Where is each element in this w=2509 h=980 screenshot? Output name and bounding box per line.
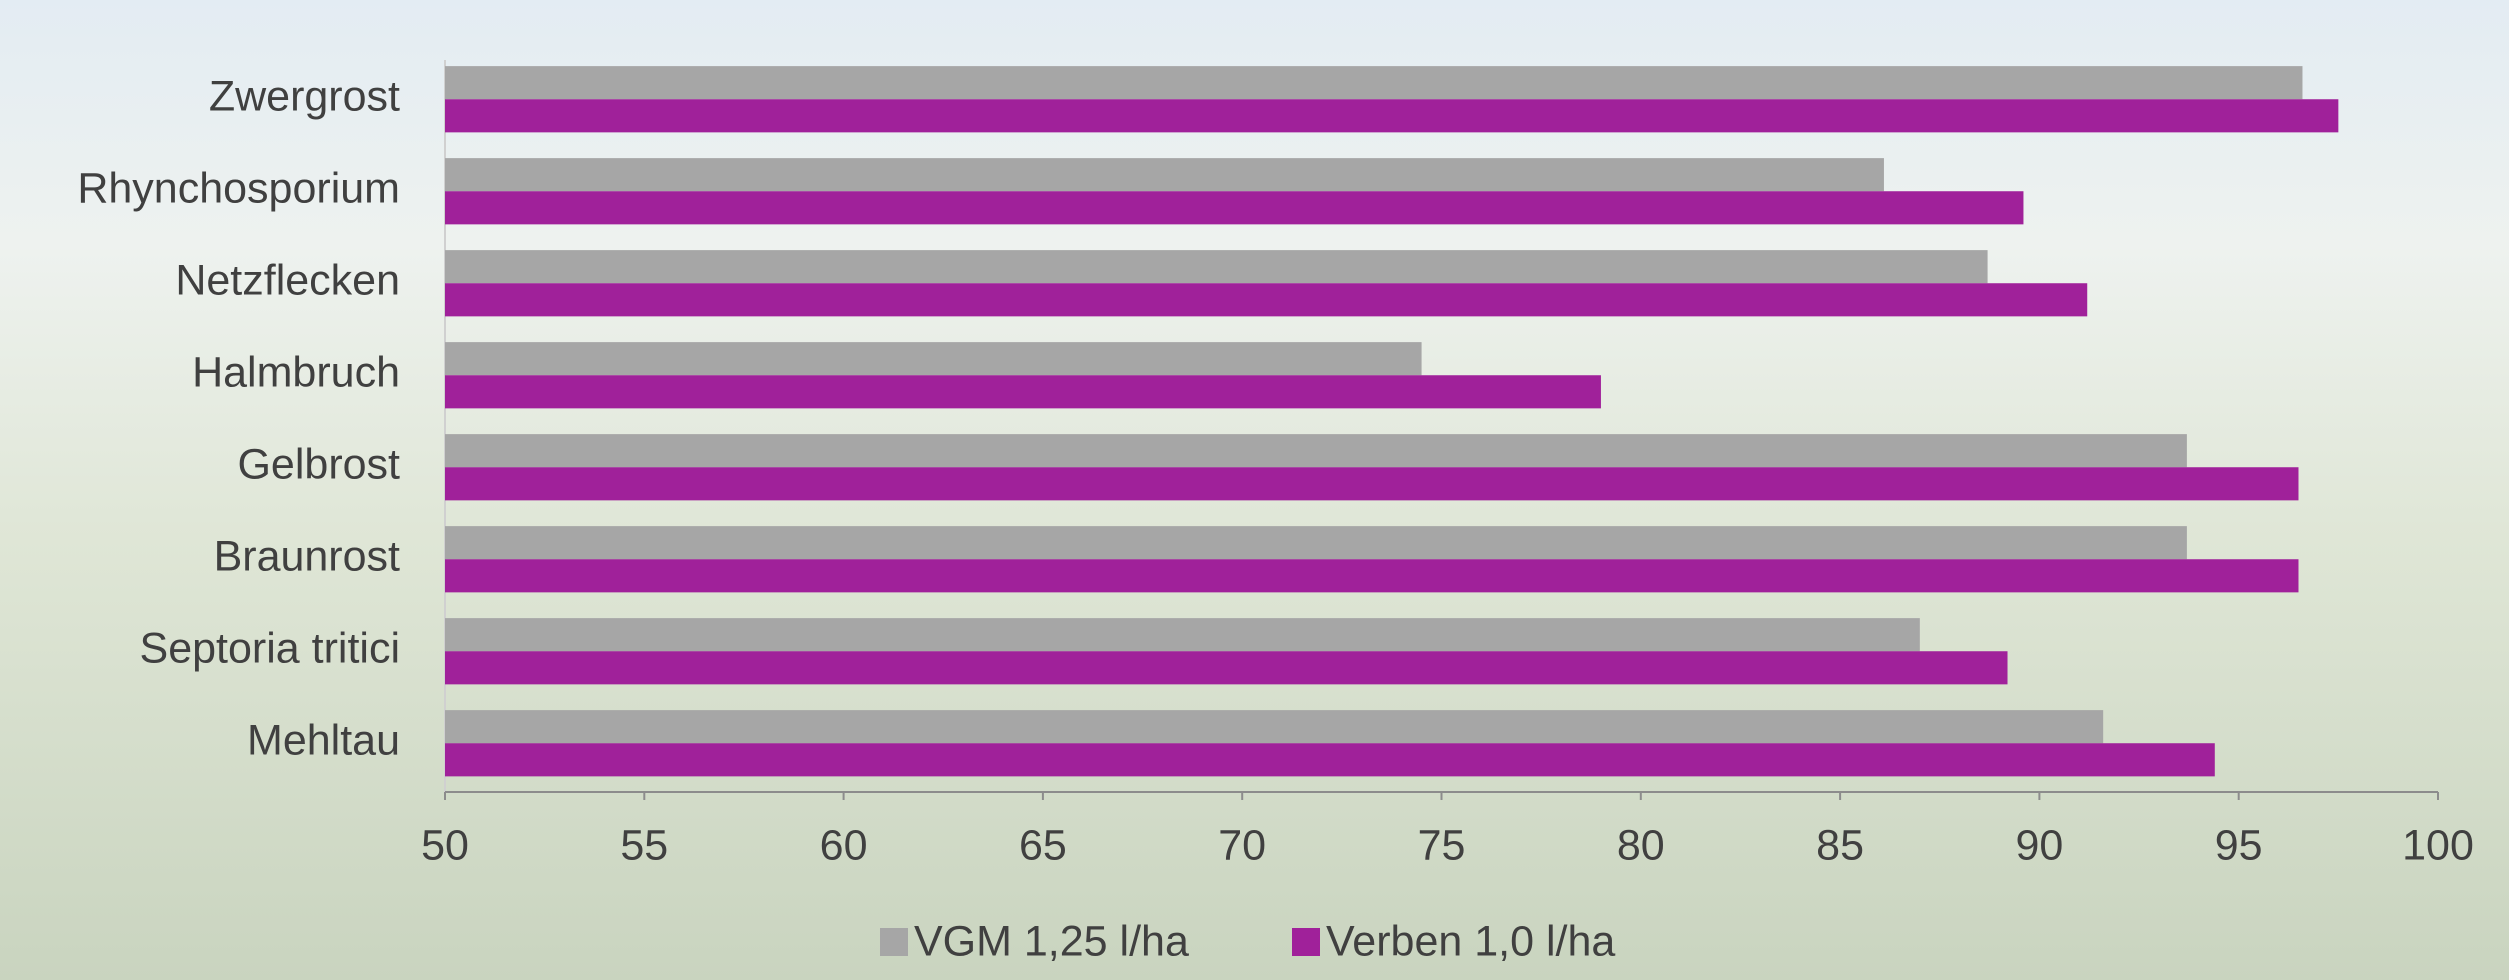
- y-tick-label: Mehltau: [247, 717, 400, 765]
- x-tick-label: 70: [1218, 821, 1266, 869]
- x-tick-label: 60: [820, 821, 868, 869]
- x-tick-label: 90: [2015, 821, 2063, 869]
- legend-label: Verben 1,0 l/ha: [1326, 917, 1615, 965]
- legend-label: VGM 1,25 l/ha: [914, 917, 1189, 965]
- bar: [445, 467, 2299, 501]
- bar: [445, 342, 1422, 376]
- legend-swatch: [880, 928, 908, 956]
- bar: [445, 191, 2024, 225]
- x-tick-label: 85: [1816, 821, 1864, 869]
- x-tick-label: 95: [2215, 821, 2263, 869]
- bar: [445, 743, 2215, 777]
- y-tick-label: Gelbrost: [237, 441, 400, 489]
- bar: [445, 375, 1601, 409]
- bar: [445, 710, 2104, 744]
- bar: [445, 434, 2187, 468]
- y-tick-label: Braunrost: [214, 533, 400, 581]
- bar: [445, 66, 2303, 100]
- x-tick-label: 55: [620, 821, 668, 869]
- y-tick-label: Netzflecken: [175, 257, 400, 305]
- y-tick-label: Septoria tritici: [140, 625, 400, 673]
- bar: [445, 559, 2299, 593]
- x-tick-label: 100: [2402, 821, 2474, 869]
- bar: [445, 158, 1884, 192]
- x-tick-label: 80: [1617, 821, 1665, 869]
- x-tick-label: 75: [1418, 821, 1466, 869]
- bar: [445, 618, 1920, 652]
- bar: [445, 99, 2339, 133]
- y-tick-label: Rhynchosporium: [77, 165, 400, 213]
- bar: [445, 250, 1988, 284]
- x-tick-label: 50: [421, 821, 469, 869]
- bar: [445, 283, 2088, 317]
- bar: [445, 651, 2008, 685]
- y-tick-label: Zwergrost: [209, 73, 400, 121]
- legend-swatch: [1292, 928, 1320, 956]
- bar: [445, 526, 2187, 560]
- x-tick-label: 65: [1019, 821, 1067, 869]
- y-tick-label: Halmbruch: [192, 349, 400, 397]
